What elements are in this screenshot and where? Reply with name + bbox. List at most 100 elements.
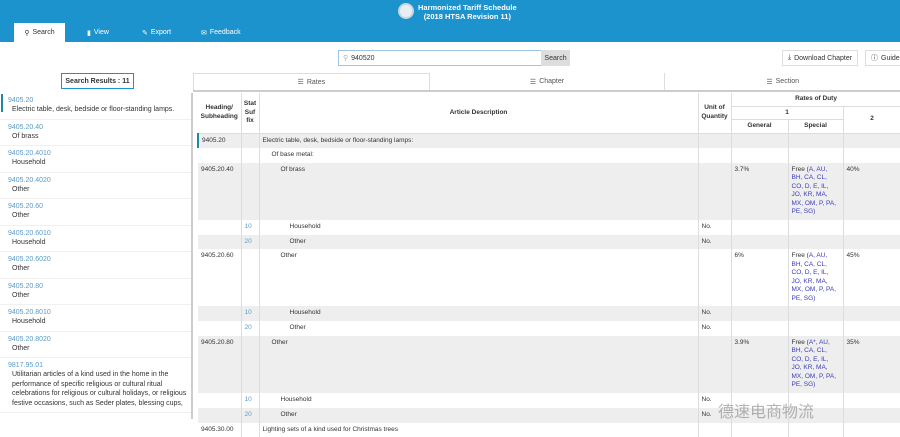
col-rate-2: 2 (843, 106, 900, 133)
tab-label: Section (776, 78, 799, 85)
column-2-rate-cell (843, 148, 900, 163)
table-row: 10 Household No. (198, 306, 900, 321)
column-2-rate-cell (843, 306, 900, 321)
stat-suffix-cell: 20 (241, 235, 259, 250)
col-general: General (731, 120, 788, 134)
general-rate-cell (731, 148, 788, 163)
seal-logo (398, 3, 414, 19)
tab-rates[interactable]: ☰Rates (193, 73, 430, 90)
nav-tab-feedback[interactable]: ✉Feedback (201, 23, 241, 42)
nav-tab-search[interactable]: ⚲Search (14, 23, 65, 42)
special-prefix: Free ( (792, 339, 809, 346)
special-program-links[interactable]: A, AU, BH, CA, CL, CO, D, E, IL, JO, KR,… (792, 252, 837, 302)
column-2-rate-cell (843, 393, 900, 408)
export-icon: ✎ (142, 29, 148, 37)
tab-section[interactable]: ☰ Section (665, 73, 900, 90)
list-icon: ☰ (530, 78, 536, 86)
column-2-rate-cell (843, 220, 900, 235)
search-input[interactable]: ⚲940520 (338, 50, 542, 66)
stat-suffix-cell: 20 (241, 321, 259, 336)
result-code[interactable]: 9817.95.01 (8, 361, 191, 370)
result-code[interactable]: 9405.20.6010 (8, 229, 191, 238)
search-icon: ⚲ (24, 29, 29, 37)
table-row: 9405.20.60 Other 6% Free (A, AU, BH, CA,… (198, 249, 900, 306)
special-rate-cell (788, 423, 843, 437)
general-rate-cell (731, 220, 788, 235)
result-code[interactable]: 9405.20.8020 (8, 335, 191, 344)
general-rate-cell (731, 235, 788, 250)
table-row: 9405.20 Electric table, desk, bedside or… (198, 133, 900, 148)
stat-suffix-cell (241, 163, 259, 220)
result-code[interactable]: 9405.20 (8, 96, 191, 105)
result-code[interactable]: 9405.20.40 (8, 123, 191, 132)
stat-suffix-cell (241, 336, 259, 393)
general-rate-cell: 3.9% (731, 336, 788, 393)
description-cell: Of base metal: (259, 148, 698, 163)
result-code[interactable]: 9405.20.8010 (8, 308, 191, 317)
special-prefix: Free ( (792, 166, 809, 173)
col-special: Special (788, 120, 843, 134)
list-icon: ☰ (766, 78, 772, 86)
column-2-rate-cell: 35% (843, 336, 900, 393)
download-chapter-button[interactable]: ⤓Download Chapter (782, 50, 858, 66)
download-label: Download Chapter (794, 55, 852, 62)
special-rate-cell: Free (A*, AU, BH, CA, CL, CO, D, E, IL, … (788, 336, 843, 393)
result-description: Household (8, 238, 191, 248)
nav-label: Export (151, 29, 171, 36)
general-rate-cell (731, 306, 788, 321)
unit-cell (698, 133, 731, 148)
download-icon: ⤓ (788, 54, 791, 62)
unit-cell: No. (698, 220, 731, 235)
column-2-rate-cell: 40% (843, 163, 900, 220)
general-rate-cell: 3.7% (731, 163, 788, 220)
result-description: Other (8, 211, 191, 221)
result-description: Other (8, 185, 191, 195)
result-code[interactable]: 9405.20.4010 (8, 149, 191, 158)
rates-table: Heading/ Subheading Stat Suf fix Article… (197, 93, 900, 437)
heading-cell: 9405.20.80 (198, 336, 241, 393)
search-value: 940520 (351, 55, 374, 62)
result-description: Other (8, 344, 191, 354)
unit-cell (698, 163, 731, 220)
heading-cell (198, 393, 241, 408)
special-prefix: Free ( (792, 252, 809, 259)
result-description: Other (8, 264, 191, 274)
heading-cell: 9405.20.60 (198, 249, 241, 306)
stat-suffix-cell: 10 (241, 220, 259, 235)
tab-chapter[interactable]: ☰Chapter (430, 73, 666, 90)
nav-tab-export[interactable]: ✎Export (142, 23, 171, 42)
result-code[interactable]: 9405.20.60 (8, 202, 191, 211)
unit-cell: No. (698, 235, 731, 250)
col-unit: Unit of Quantity (698, 93, 731, 133)
col-rates: Rates of Duty (731, 93, 900, 106)
result-code[interactable]: 9405.20.6020 (8, 255, 191, 264)
column-2-rate-cell (843, 133, 900, 148)
nav-label: View (94, 29, 109, 36)
table-row: 10 Household No. (198, 220, 900, 235)
col-heading: Heading/ Subheading (198, 93, 241, 133)
special-rate-cell (788, 235, 843, 250)
result-description: Of brass (8, 132, 191, 142)
general-rate-cell (731, 321, 788, 336)
general-rate-cell (731, 423, 788, 437)
nav-tab-view[interactable]: ▮View (87, 23, 109, 42)
unit-cell: No. (698, 306, 731, 321)
result-code[interactable]: 9405.20.4020 (8, 176, 191, 185)
nav-label: Search (32, 29, 54, 36)
search-button[interactable]: Search (541, 50, 570, 66)
result-code[interactable]: 9405.20.80 (8, 282, 191, 291)
description-cell: Household (259, 220, 698, 235)
